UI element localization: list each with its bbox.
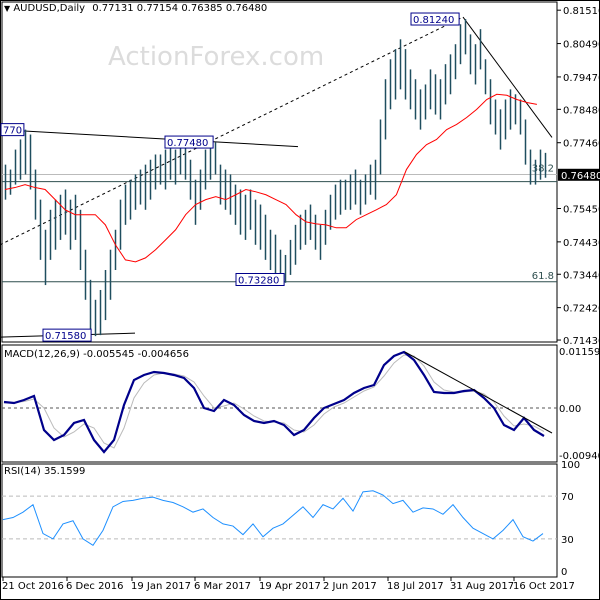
price-label-box	[164, 135, 214, 149]
x-tick-label: 18 Jul 2017	[387, 581, 444, 592]
moving-average-line	[4, 93, 537, 263]
fib-level-label: 61.8	[532, 271, 554, 282]
trendline	[462, 16, 553, 138]
x-tick-label: 21 Oct 2016	[2, 581, 64, 592]
macd-signal-line	[3, 354, 545, 449]
trendline	[0, 129, 299, 148]
panel-border-1	[1, 344, 558, 463]
x-tick-label: 6 Dec 2016	[66, 581, 124, 592]
rsi-title: RSI(14) 35.1599	[4, 466, 86, 477]
watermark: ActionForex.com	[108, 42, 325, 72]
macd-y-tick-label: -0.009408	[559, 451, 600, 462]
x-tick-label: 31 Aug 2017	[450, 581, 515, 592]
symbol-label: AUDUSD,Daily	[13, 3, 86, 14]
price-label-box	[0, 123, 25, 137]
chart-header: ▼ AUDUSD,Daily 0.77131 0.77154 0.76385 0…	[4, 3, 267, 14]
price-label: 0.73280	[238, 275, 279, 286]
current-price-marker	[558, 168, 600, 181]
price-label-box	[235, 272, 285, 286]
trendline	[0, 16, 464, 246]
panel-border-2	[1, 463, 558, 578]
x-tick-label: 2 Jun 2017	[323, 581, 377, 592]
price-label: 0.77480	[167, 138, 208, 149]
dropdown-triangle-icon[interactable]: ▼	[4, 4, 11, 13]
price-label-box	[410, 12, 460, 26]
rsi-y-tick-label: 30	[561, 535, 574, 546]
macd-title: MACD(12,26,9) -0.005545 -0.004656	[4, 349, 189, 360]
price-label: 0.71580	[45, 331, 86, 342]
macd-y-tick-label: 0.00	[559, 404, 581, 415]
x-tick-label: 6 Mar 2017	[194, 581, 252, 592]
price-label: 770	[3, 126, 22, 137]
price-label-box	[42, 328, 92, 342]
ohlc-readout: 0.77131 0.77154 0.76385 0.76480	[92, 3, 268, 14]
panel-border-0	[1, 1, 558, 343]
x-tick-label: 16 Oct 2017	[513, 581, 575, 592]
fib-level-label: 38.2	[532, 163, 554, 174]
rsi-y-tick-label: 0	[561, 567, 567, 578]
x-tick-label: 19 Apr 2017	[259, 581, 321, 592]
macd-trendline	[404, 351, 553, 434]
rsi-y-tick-label: 70	[561, 492, 574, 503]
x-tick-label: 19 Jan 2017	[131, 581, 191, 592]
rsi-line	[2, 490, 544, 547]
macd-y-tick-label: 0.01159	[559, 347, 600, 358]
price-label: 0.81240	[413, 15, 454, 26]
current-price-label: 0.76480	[561, 171, 600, 182]
macd-line	[3, 350, 545, 454]
y-tick-label: 0.71430	[563, 336, 600, 347]
rsi-y-tick-label: 100	[561, 460, 580, 471]
